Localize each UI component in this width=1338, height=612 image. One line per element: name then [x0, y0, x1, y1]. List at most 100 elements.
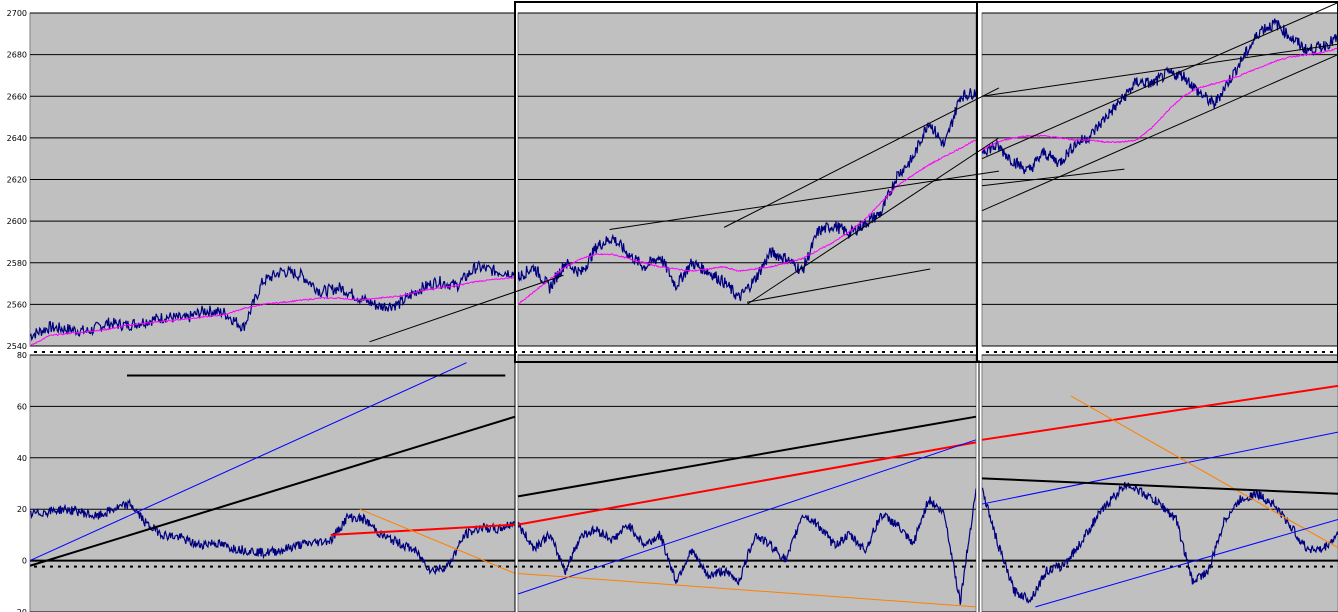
x-tick-mark: [226, 565, 229, 568]
x-tick-mark: [474, 351, 477, 353]
x-tick-mark: [538, 351, 541, 353]
x-tick-mark: [1282, 565, 1285, 568]
x-tick-mark: [98, 351, 101, 353]
x-tick-mark: [1178, 351, 1181, 353]
series-line-0: [30, 260, 515, 342]
x-tick-mark: [610, 565, 613, 568]
x-tick-mark: [34, 351, 37, 353]
x-tick-mark: [402, 565, 405, 568]
trendline: [517, 572, 977, 608]
x-tick-mark: [378, 351, 381, 353]
x-tick-mark: [714, 565, 717, 568]
series-line-1: [982, 47, 1338, 152]
series-line-0: [982, 18, 1338, 175]
x-tick-mark: [42, 565, 45, 568]
x-tick-mark: [1170, 565, 1173, 568]
x-tick-mark: [1130, 351, 1133, 353]
x-tick-mark: [682, 565, 685, 568]
x-tick-mark: [1050, 351, 1053, 353]
x-tick-mark: [634, 351, 637, 353]
series-line-1: [518, 139, 976, 305]
x-tick-mark: [82, 565, 85, 568]
x-tick-mark: [1314, 351, 1317, 353]
x-tick-mark: [1226, 565, 1229, 568]
x-tick-mark: [210, 565, 213, 568]
x-tick-mark: [130, 351, 133, 353]
x-tick-mark: [378, 565, 381, 568]
x-tick-mark: [122, 351, 125, 353]
x-tick-mark: [450, 351, 453, 353]
x-tick-mark: [1034, 351, 1037, 353]
x-tick-mark: [146, 565, 149, 568]
chart-panel-bottom-left: 80 60 40 20 0 -20: [14, 351, 517, 612]
x-tick-mark: [394, 565, 397, 568]
x-tick-mark: [554, 565, 557, 568]
x-tick-mark: [578, 351, 581, 353]
x-tick-mark: [954, 565, 957, 568]
x-tick-mark: [386, 565, 389, 568]
series-line-0: [518, 88, 976, 302]
x-tick-mark: [1154, 565, 1157, 568]
x-tick-mark: [426, 565, 429, 568]
trendline: [29, 415, 516, 567]
x-tick-mark: [754, 351, 757, 353]
x-tick-mark: [1130, 565, 1133, 568]
x-tick-mark: [586, 565, 589, 568]
trendline: [746, 137, 1000, 305]
trendline: [746, 268, 931, 303]
x-tick-mark: [682, 351, 685, 353]
x-tick-mark: [506, 565, 509, 568]
x-tick-mark: [482, 565, 485, 568]
x-tick-mark: [834, 565, 837, 568]
x-tick-mark: [866, 565, 869, 568]
x-tick-mark: [626, 565, 629, 568]
x-tick-mark: [962, 351, 965, 353]
x-tick-mark: [866, 351, 869, 353]
x-tick-mark: [170, 565, 173, 568]
x-tick-mark: [994, 351, 997, 353]
x-tick-mark: [274, 351, 277, 353]
x-tick-mark: [1002, 565, 1005, 568]
trendline: [981, 431, 1338, 505]
x-tick-mark: [490, 565, 493, 568]
x-tick-mark: [178, 351, 181, 353]
trendline: [981, 43, 1338, 97]
x-tick-mark: [506, 351, 509, 353]
chart-panel-top-middle: [517, 12, 977, 353]
x-tick-mark: [938, 565, 941, 568]
x-tick-mark: [1242, 351, 1245, 353]
x-tick-mark: [762, 351, 765, 353]
x-tick-mark: [74, 565, 77, 568]
x-tick-mark: [690, 351, 693, 353]
x-tick-mark: [858, 351, 861, 353]
x-tick-mark: [770, 351, 773, 353]
x-tick-mark: [162, 351, 165, 353]
x-tick-mark: [650, 565, 653, 568]
trendline: [981, 54, 1338, 212]
x-tick-mark: [66, 565, 69, 568]
x-tick-mark: [770, 565, 773, 568]
trendline: [29, 362, 467, 562]
x-tick-mark: [922, 565, 925, 568]
x-tick-mark: [826, 565, 829, 568]
x-tick-mark: [90, 351, 93, 353]
x-tick-mark: [258, 351, 261, 353]
x-tick-mark: [1178, 565, 1181, 568]
x-tick-mark: [778, 351, 781, 353]
x-tick-mark: [490, 351, 493, 353]
x-tick-mark: [754, 565, 757, 568]
y-tick-label: 40: [17, 454, 27, 463]
x-tick-mark: [674, 351, 677, 353]
x-tick-mark: [1322, 565, 1325, 568]
trendline: [723, 87, 1000, 228]
x-tick-mark: [1018, 351, 1021, 353]
y-tick-label: 2580: [7, 259, 27, 268]
x-tick-mark: [746, 351, 749, 353]
x-tick-mark: [946, 351, 949, 353]
x-tick-mark: [114, 351, 117, 353]
plot-area: [29, 354, 516, 612]
x-tick-mark: [1290, 351, 1293, 353]
x-tick-mark: [1218, 351, 1221, 353]
x-tick-mark: [290, 565, 293, 568]
x-tick-mark: [1242, 565, 1245, 568]
